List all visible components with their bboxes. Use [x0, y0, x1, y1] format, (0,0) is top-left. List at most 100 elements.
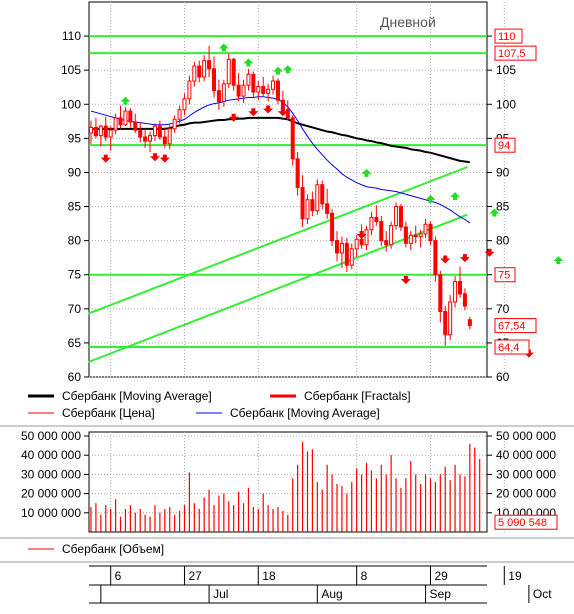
price-tick-label-left: 110 [62, 29, 81, 43]
candle-body [408, 234, 413, 244]
candle-body [364, 229, 369, 246]
time-day-label: 18 [262, 569, 276, 583]
candle-body [453, 281, 458, 303]
candle-body [300, 186, 305, 220]
volume-tick-label-left: 30 000 000 [21, 467, 81, 481]
price-plot-area[interactable] [88, 1, 488, 378]
candle-body [118, 117, 123, 126]
time-day-label: 8 [361, 569, 368, 583]
support-resistance-lines [89, 35, 487, 348]
time-day-label: 6 [115, 569, 122, 583]
legend-label-volume: Сбербанк [Объем] [62, 542, 164, 556]
price-tick-label-left: 95 [68, 131, 82, 145]
volume-axis-left: 10 000 000 20 000 000 30 000 000 40 000 000… [21, 429, 89, 520]
fractal-down-marker [277, 108, 288, 117]
price-tick-label-right: 100 [496, 97, 516, 111]
fractal-up-marker [425, 194, 436, 203]
price-tick-label-right: 90 [496, 165, 510, 179]
price-tick-label-left: 75 [68, 268, 82, 282]
candle-body [394, 206, 399, 227]
chart-title: Дневной [380, 14, 436, 30]
time-axis-months: Jul Aug Sep Oct [100, 585, 552, 603]
candle-body [339, 242, 344, 254]
candle-body [325, 203, 330, 214]
price-tick-label-left: 70 [68, 302, 82, 316]
legend-label-fractals: Сбербанк [Fractals] [304, 389, 411, 403]
candle-body [344, 242, 349, 266]
time-axis-days: 6 27 18 8 29 19 [110, 566, 522, 585]
candle-body [152, 125, 157, 137]
candle-body [349, 248, 354, 266]
fractal-up-marker [120, 96, 131, 105]
candle-body [172, 118, 177, 130]
candle-body [467, 319, 472, 327]
candle-body [89, 126, 93, 134]
candle-body [310, 199, 315, 212]
price-level-tag-label: 94 [498, 140, 510, 152]
candle-body [128, 110, 133, 123]
fractal-down-marker [149, 153, 160, 162]
candle-body [93, 126, 98, 137]
candle-body [177, 109, 182, 120]
candle-body [143, 136, 148, 142]
candle-body [236, 84, 241, 97]
fractal-down-marker [263, 105, 274, 114]
fractal-up-marker [553, 256, 564, 265]
price-tick-label-left: 65 [68, 336, 82, 350]
candle-body [251, 73, 256, 93]
volume-last-tag: 5 090 548 [494, 514, 558, 530]
fractal-markers [100, 43, 564, 358]
candle-body [458, 281, 462, 295]
price-level-tag-label: 75 [498, 270, 510, 282]
price-tick-label-right: 60 [496, 370, 510, 384]
price-tick-label-left: 60 [68, 370, 82, 384]
price-level-tag-box [494, 28, 523, 44]
volume-legend: Сбербанк [Объем] [28, 542, 164, 556]
price-tick-label-right: 85 [496, 200, 510, 214]
candle-body [285, 109, 290, 119]
volume-tick-label-right: 40 000 000 [496, 448, 556, 462]
candle-body [103, 125, 108, 138]
time-day-label: 27 [188, 569, 202, 583]
price-level-tag-box [494, 137, 516, 153]
candle-body [192, 65, 197, 82]
fractal-down-marker [440, 255, 451, 264]
candle-body [271, 80, 276, 90]
candle-body [108, 129, 113, 138]
volume-tick-label-left: 20 000 000 [21, 487, 81, 501]
fractal-down-marker [459, 254, 470, 263]
price-tick-label-left: 85 [68, 200, 82, 214]
volume-last-tag-label: 5 090 548 [498, 517, 547, 529]
candle-body [290, 117, 295, 160]
time-month-label: Oct [533, 587, 552, 601]
time-day-label: 29 [434, 569, 448, 583]
price-tick-label-left: 105 [61, 63, 81, 77]
candle-body [423, 223, 428, 235]
volume-tick-label-left: 40 000 000 [21, 448, 81, 462]
candle-body [246, 73, 251, 86]
volume-tick-label-right: 20 000 000 [496, 487, 556, 501]
fractal-down-marker [356, 231, 367, 239]
fractal-down-marker [159, 154, 170, 163]
price-tick-label-left: 100 [61, 97, 81, 111]
candle-body [123, 110, 128, 126]
candle-body [113, 117, 118, 131]
candle-body [98, 125, 103, 137]
time-day-label: 19 [508, 569, 522, 583]
candle-body [398, 206, 403, 228]
candle-body [162, 136, 167, 145]
fractal-down-marker [248, 108, 259, 117]
candle-body [389, 225, 394, 246]
volume-tick-label-right: 30 000 000 [496, 467, 556, 481]
candle-body [148, 135, 153, 142]
price-tick-label-right: 80 [496, 234, 510, 248]
candle-body [295, 158, 300, 188]
candle-body [138, 129, 143, 138]
candle-body [315, 184, 320, 212]
candle-body [167, 128, 172, 145]
candle-body [359, 238, 364, 246]
candle-body [157, 125, 162, 138]
candle-body [384, 240, 389, 246]
